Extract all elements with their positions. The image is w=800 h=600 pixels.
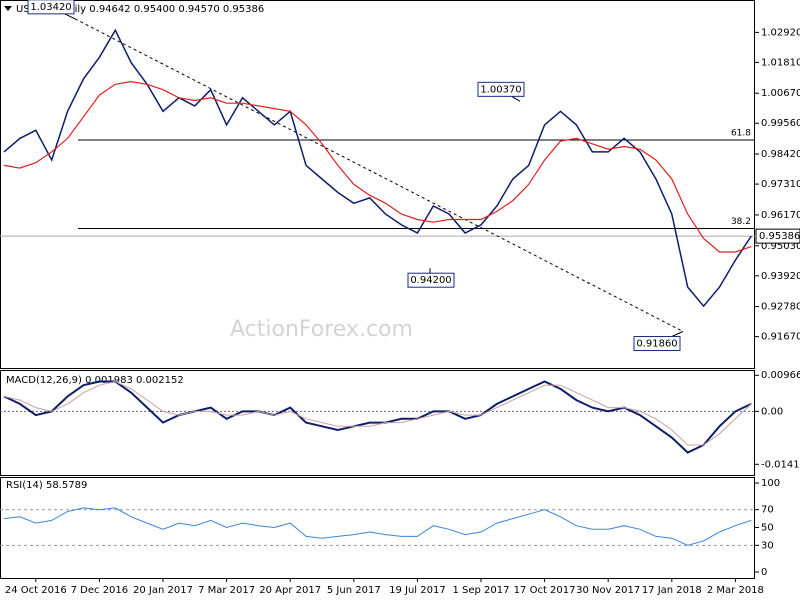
watermark: ActionForex.com <box>230 317 413 342</box>
pivot-label: 1.00370 <box>480 84 521 95</box>
x-tick-label: 19 Jul 2017 <box>389 585 446 596</box>
signal-line <box>3 380 752 446</box>
pivot-label: 0.91860 <box>636 338 677 349</box>
last-price-label: 0.95386 <box>759 231 800 242</box>
x-tick-label: 30 Nov 2017 <box>576 585 640 596</box>
x-tick-label: 7 Mar 2017 <box>198 585 255 596</box>
main-panel <box>0 0 755 369</box>
pivot-box <box>477 81 525 97</box>
y-tick-label: 0.92780 <box>761 302 800 313</box>
y-tick-label: 0.98420 <box>761 149 800 160</box>
y-tick-label: 0.99560 <box>761 118 800 129</box>
y-tick-label: 0.93920 <box>761 271 800 282</box>
y-tick-label: -0.014171 <box>761 459 800 470</box>
x-tick-label: 17 Jan 2018 <box>642 585 702 596</box>
x-tick-label: 2 Mar 2018 <box>707 585 764 596</box>
ma-line <box>3 80 752 253</box>
macd-title: MACD(12,26,9) 0.001983 0.002152 <box>6 375 184 386</box>
x-tick-label: 17 Oct 2017 <box>514 585 576 596</box>
rsi-panel <box>0 477 755 579</box>
y-tick-label: 50 <box>761 523 774 534</box>
x-tick-label: 7 Dec 2016 <box>71 585 129 596</box>
pivot-box <box>27 0 75 15</box>
y-tick-label: 1.00670 <box>761 88 800 99</box>
y-tick-label: 100 <box>761 478 780 489</box>
fib-label: 38.2 <box>731 217 751 227</box>
y-tick-label: 0.97310 <box>761 179 800 190</box>
last-price-box <box>755 228 800 244</box>
x-tick-label: 20 Jan 2017 <box>133 585 193 596</box>
x-tick-label: 1 Sep 2017 <box>452 585 509 596</box>
rsi-line <box>3 507 752 546</box>
rsi-title: RSI(14) 58.5789 <box>6 480 87 491</box>
menu-arrow[interactable] <box>4 6 12 11</box>
y-tick-label: 30 <box>761 540 774 551</box>
pivot-label: 0.94200 <box>410 275 451 286</box>
x-tick-label: 5 Jun 2017 <box>327 585 381 596</box>
macd-panel <box>0 370 755 476</box>
y-tick-label: 0.96170 <box>761 210 800 221</box>
price-line <box>3 28 752 308</box>
y-tick-label: 0.00 <box>761 406 783 417</box>
macd-line <box>3 380 752 454</box>
y-tick-label: 0.91670 <box>761 332 800 343</box>
pivot-label: 1.03420 <box>30 2 71 13</box>
y-tick-label: 1.02920 <box>761 27 800 38</box>
y-tick-label: 0 <box>761 567 767 578</box>
pivot-box <box>407 272 455 288</box>
x-tick-label: 24 Oct 2016 <box>5 585 67 596</box>
y-tick-label: 0.95030 <box>761 241 800 252</box>
y-tick-label: 1.01810 <box>761 57 800 68</box>
header: USDCHF,Daily 0.94642 0.95400 0.94570 0.9… <box>16 4 264 15</box>
fib-label: 61.8 <box>731 129 751 139</box>
pivot-box <box>633 335 681 351</box>
y-tick-label: 0.009664 <box>761 370 800 381</box>
x-tick-label: 20 Apr 2017 <box>259 585 321 596</box>
y-tick-label: 70 <box>761 505 774 516</box>
